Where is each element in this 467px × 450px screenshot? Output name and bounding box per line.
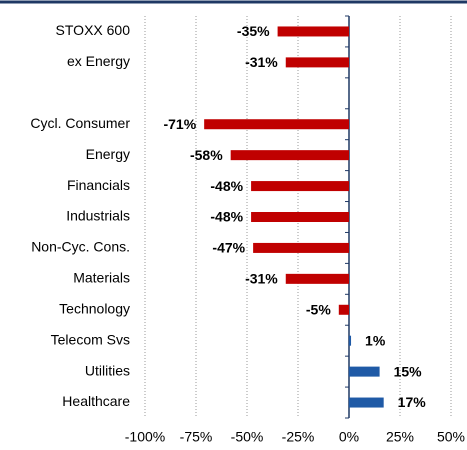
value-label: 15% <box>394 363 423 379</box>
category-label: Materials <box>73 270 130 286</box>
x-tick-label: -50% <box>231 429 264 445</box>
bar <box>251 181 349 192</box>
category-label: Industrials <box>66 208 130 224</box>
bar <box>338 304 349 315</box>
bar <box>230 150 349 161</box>
category-label: Cycl. Consumer <box>30 115 130 131</box>
category-label: Financials <box>67 177 130 193</box>
bar <box>253 242 349 253</box>
x-tick-label: -100% <box>125 429 165 445</box>
category-label: Utilities <box>85 362 130 378</box>
value-label: -71% <box>163 116 196 132</box>
category-label: Non-Cyc. Cons. <box>31 239 130 255</box>
bar <box>251 212 349 222</box>
category-label: Energy <box>86 146 130 162</box>
value-label: -58% <box>190 147 223 163</box>
bar <box>277 26 349 37</box>
category-label: ex Energy <box>67 53 130 69</box>
category-label: Technology <box>59 300 130 316</box>
category-label: STOXX 600 <box>56 22 131 38</box>
bar <box>204 119 349 130</box>
value-label: -31% <box>245 54 278 70</box>
bar <box>285 273 349 284</box>
value-label: -48% <box>210 209 243 225</box>
bar <box>349 335 352 346</box>
category-label: Healthcare <box>62 393 130 409</box>
x-tick-label: 0% <box>339 429 359 445</box>
value-label: 1% <box>365 332 386 348</box>
x-tick-label: -75% <box>180 429 213 445</box>
value-label: -35% <box>237 23 270 39</box>
x-tick-label: -25% <box>282 429 315 445</box>
bar <box>349 397 384 408</box>
value-label: -48% <box>210 178 243 194</box>
value-label: -5% <box>306 301 331 317</box>
bar <box>285 57 349 68</box>
category-label: Telecom Svs <box>51 331 130 347</box>
value-label: -31% <box>245 271 278 287</box>
x-tick-label: 50% <box>437 429 465 445</box>
x-tick-label: 25% <box>386 429 414 445</box>
bar <box>349 366 380 377</box>
value-label: 17% <box>398 394 427 410</box>
value-label: -47% <box>212 240 245 256</box>
